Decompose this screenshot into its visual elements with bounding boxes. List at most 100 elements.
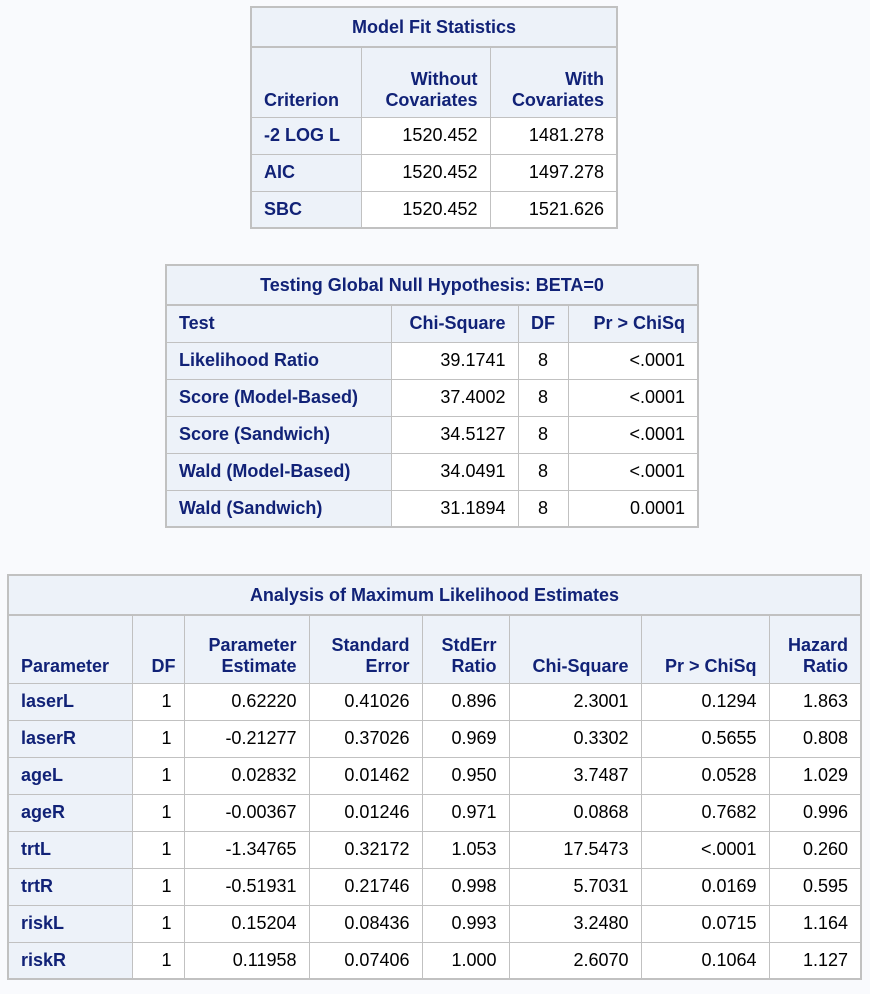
col-without-covariates: Without Covariates — [360, 46, 491, 118]
cell: 0.0169 — [640, 867, 770, 906]
mle-table: Analysis of Maximum Likelihood Estimates… — [7, 574, 862, 980]
cell: 0.01462 — [308, 756, 423, 795]
cell: 0.993 — [421, 904, 510, 943]
cell: 1520.452 — [360, 116, 491, 155]
cell: 0.971 — [421, 793, 510, 832]
cell: 8 — [517, 489, 569, 528]
cell: 1.053 — [421, 830, 510, 869]
table-row: trtR 1 -0.51931 0.21746 0.998 5.7031 0.0… — [7, 867, 862, 906]
cell: 34.5127 — [390, 415, 519, 454]
row-label: riskR — [7, 941, 133, 980]
col-with-covariates-line1: With — [565, 68, 604, 89]
cell: 0.969 — [421, 719, 510, 758]
mle-body: laserL 1 0.62220 0.41026 0.896 2.3001 0.… — [7, 682, 862, 980]
row-label: Wald (Sandwich) — [165, 489, 392, 528]
cell: 37.4002 — [390, 378, 519, 417]
cell: 1 — [131, 793, 185, 832]
cell: 0.41026 — [308, 682, 423, 721]
cell: 1 — [131, 719, 185, 758]
model-fit-body: -2 LOG L 1520.452 1481.278 AIC 1520.452 … — [250, 116, 618, 229]
cell: 1.029 — [768, 756, 862, 795]
table-row: trtL 1 -1.34765 0.32172 1.053 17.5473 <.… — [7, 830, 862, 869]
table-row: AIC 1520.452 1497.278 — [250, 153, 618, 192]
row-label: Wald (Model-Based) — [165, 452, 392, 491]
cell: -0.00367 — [183, 793, 310, 832]
global-null-body: Likelihood Ratio 39.1741 8 <.0001 Score … — [165, 341, 699, 528]
cell: 0.3302 — [508, 719, 642, 758]
col-standard-error-line1: Standard — [331, 634, 410, 655]
col-stderr-ratio-line1: StdErr — [441, 634, 497, 655]
cell: 0.996 — [768, 793, 862, 832]
col-without-covariates-line1: Without — [410, 68, 478, 89]
cell: <.0001 — [567, 378, 699, 417]
cell: 0.62220 — [183, 682, 310, 721]
col-criterion: Criterion — [250, 46, 362, 118]
cell: -1.34765 — [183, 830, 310, 869]
table-row: laserR 1 -0.21277 0.37026 0.969 0.3302 0… — [7, 719, 862, 758]
cell: 0.0528 — [640, 756, 770, 795]
col-pr-chisq: Pr > ChiSq — [567, 304, 699, 343]
cell: 39.1741 — [390, 341, 519, 380]
cell: -0.21277 — [183, 719, 310, 758]
col-df: DF — [517, 304, 569, 343]
row-label: Score (Sandwich) — [165, 415, 392, 454]
cell: 0.595 — [768, 867, 862, 906]
cell: 0.0715 — [640, 904, 770, 943]
global-null-table: Testing Global Null Hypothesis: BETA=0 T… — [165, 264, 699, 528]
cell: 0.11958 — [183, 941, 310, 980]
global-null-title: Testing Global Null Hypothesis: BETA=0 — [165, 264, 699, 306]
cell: 3.2480 — [508, 904, 642, 943]
cell: 8 — [517, 415, 569, 454]
cell: 0.1294 — [640, 682, 770, 721]
cell: 2.3001 — [508, 682, 642, 721]
col-chi-square: Chi-Square — [390, 304, 519, 343]
cell: 1 — [131, 756, 185, 795]
col-parameter-estimate: Parameter Estimate — [183, 614, 310, 684]
cell: 0.998 — [421, 867, 510, 906]
col-df: DF — [131, 614, 185, 684]
row-label: riskL — [7, 904, 133, 943]
cell: 0.808 — [768, 719, 862, 758]
table-row: Wald (Model-Based) 34.0491 8 <.0001 — [165, 452, 699, 491]
cell: 17.5473 — [508, 830, 642, 869]
cell: 0.21746 — [308, 867, 423, 906]
cell: <.0001 — [640, 830, 770, 869]
row-label: trtL — [7, 830, 133, 869]
table-row: ageR 1 -0.00367 0.01246 0.971 0.0868 0.7… — [7, 793, 862, 832]
col-standard-error-line2: Error — [365, 655, 410, 676]
row-label: AIC — [250, 153, 362, 192]
table-row: riskL 1 0.15204 0.08436 0.993 3.2480 0.0… — [7, 904, 862, 943]
col-parameter: Parameter — [7, 614, 133, 684]
model-fit-title: Model Fit Statistics — [250, 6, 618, 48]
mle-title: Analysis of Maximum Likelihood Estimates — [7, 574, 862, 616]
cell: 0.32172 — [308, 830, 423, 869]
cell: 5.7031 — [508, 867, 642, 906]
cell: 1520.452 — [360, 190, 491, 229]
cell: <.0001 — [567, 452, 699, 491]
col-hazard-ratio: Hazard Ratio — [768, 614, 862, 684]
col-test: Test — [165, 304, 392, 343]
cell: 0.0001 — [567, 489, 699, 528]
cell: 0.37026 — [308, 719, 423, 758]
cell: <.0001 — [567, 415, 699, 454]
cell: 1520.452 — [360, 153, 491, 192]
cell: 1.127 — [768, 941, 862, 980]
col-chi-square: Chi-Square — [508, 614, 642, 684]
row-label: laserL — [7, 682, 133, 721]
cell: 31.1894 — [390, 489, 519, 528]
cell: 0.15204 — [183, 904, 310, 943]
col-parameter-estimate-line1: Parameter — [208, 634, 297, 655]
table-row: riskR 1 0.11958 0.07406 1.000 2.6070 0.1… — [7, 941, 862, 980]
cell: 0.0868 — [508, 793, 642, 832]
table-row: Score (Sandwich) 34.5127 8 <.0001 — [165, 415, 699, 454]
row-label: Score (Model-Based) — [165, 378, 392, 417]
table-row: ageL 1 0.02832 0.01462 0.950 3.7487 0.05… — [7, 756, 862, 795]
cell: 1 — [131, 682, 185, 721]
table-row: -2 LOG L 1520.452 1481.278 — [250, 116, 618, 155]
col-hazard-ratio-line1: Hazard — [787, 634, 848, 655]
cell: 34.0491 — [390, 452, 519, 491]
cell: 1497.278 — [489, 153, 618, 192]
cell: 2.6070 — [508, 941, 642, 980]
row-label: trtR — [7, 867, 133, 906]
col-without-covariates-line2: Covariates — [385, 89, 478, 110]
